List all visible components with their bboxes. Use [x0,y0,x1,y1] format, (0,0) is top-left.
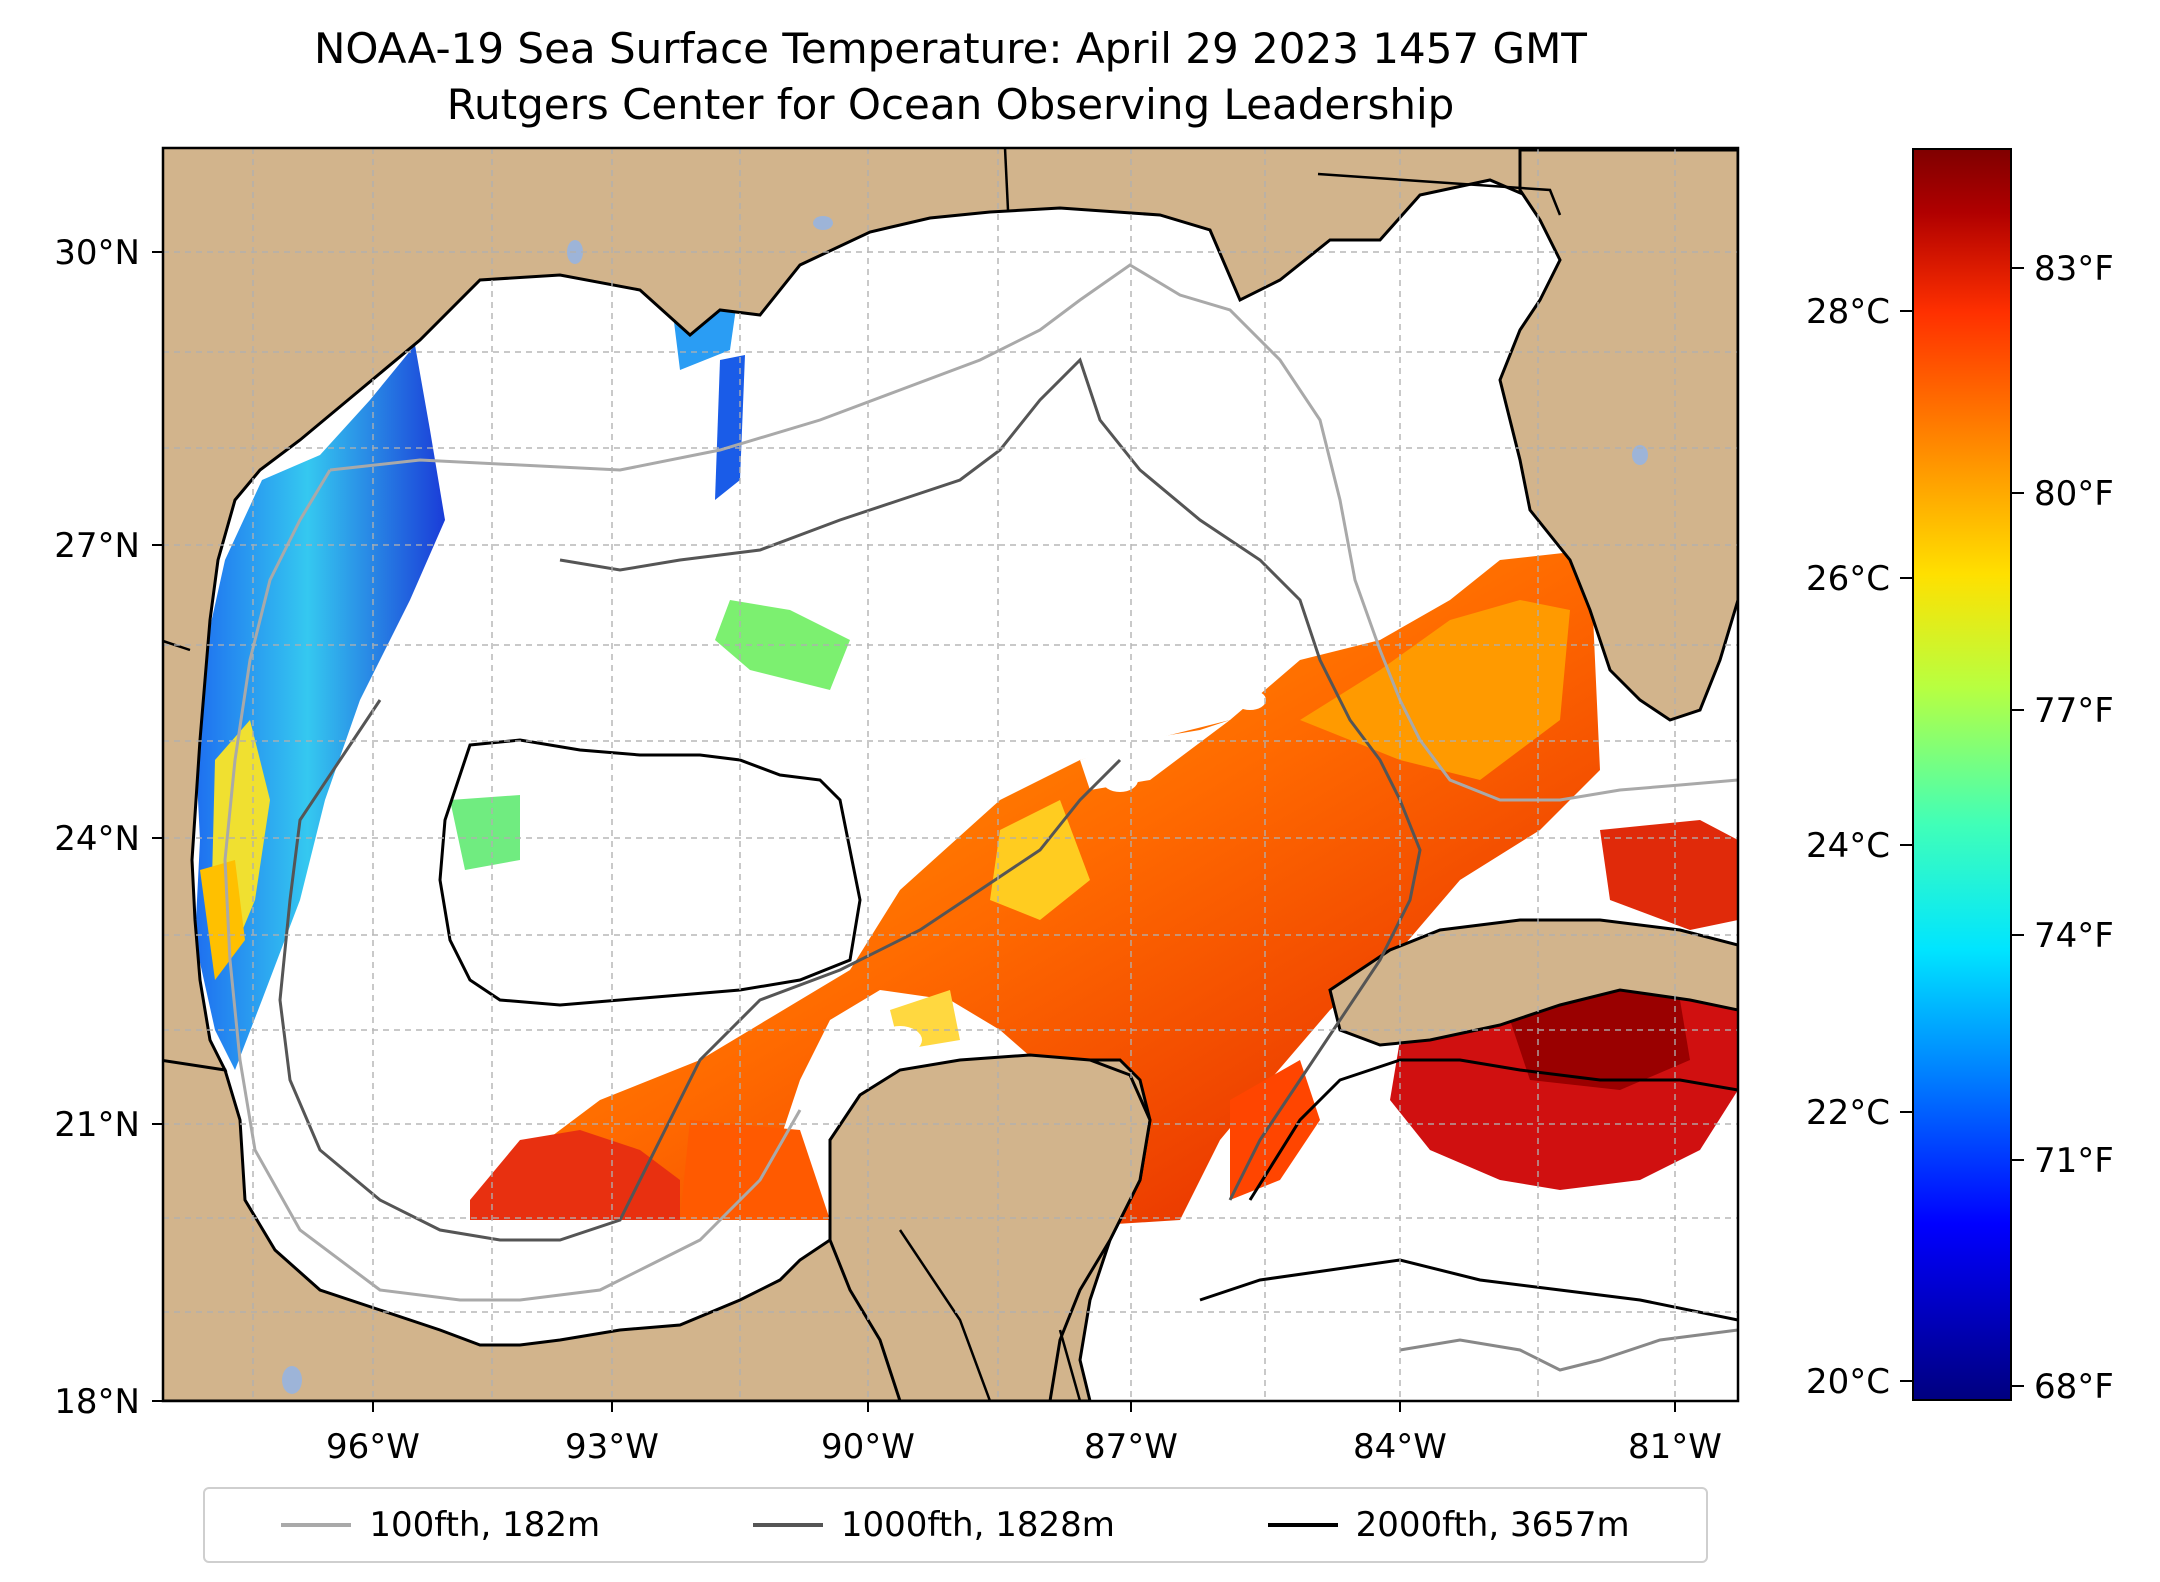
legend-item-100fth: 100fth, 182m [281,1505,600,1545]
colorbar-ticks [1900,267,2024,1387]
lon-label: 90°W [821,1427,915,1467]
contour-1000fth [559,357,1422,1201]
lat-label: 18°N [54,1382,140,1422]
legend-swatch [281,1523,352,1527]
legend-item-1000fth: 1000fth, 1828m [752,1505,1115,1545]
fahrenheit-label: 71°F [2034,1141,2114,1181]
legend-label: 100fth, 182m [369,1505,601,1545]
contour-100fth [329,263,1738,802]
temperature-colorbar [1912,148,2012,1401]
celsius-label: 24°C [1806,826,1890,866]
lat-label: 30°N [54,233,140,273]
frame-ticks [152,251,1676,1412]
lon-axis: 96°W 93°W 90°W 87°W 84°W 81°W [326,1427,1722,1467]
lon-label: 93°W [565,1427,659,1467]
celsius-label: 28°C [1806,292,1890,332]
lon-label: 96°W [326,1427,420,1467]
celsius-label: 26°C [1806,559,1890,599]
legend-label: 1000fth, 1828m [840,1505,1115,1545]
lon-label: 84°W [1353,1427,1447,1467]
lon-label: 87°W [1084,1427,1178,1467]
map-subtitle: Rutgers Center for Ocean Observing Leade… [446,80,1455,129]
contour-2000fth [438,738,862,1007]
lat-axis: 30°N 27°N 24°N 21°N 18°N [54,233,140,1422]
fahrenheit-label: 83°F [2034,249,2114,289]
celsius-label: 22°C [1806,1093,1890,1133]
legend-swatch [752,1523,823,1527]
colorbar-celsius-labels: 28°C 26°C 24°C 22°C 20°C [1806,292,1890,1402]
fahrenheit-label: 68°F [2034,1367,2114,1407]
fahrenheit-label: 80°F [2034,474,2114,514]
colorbar-fahrenheit-labels: 83°F 80°F 77°F 74°F 71°F 68°F [2034,249,2114,1407]
map-title: NOAA-19 Sea Surface Temperature: April 2… [314,24,1587,73]
lat-label: 27°N [54,526,140,566]
lat-label: 21°N [54,1105,140,1145]
fahrenheit-label: 74°F [2034,916,2114,956]
legend-swatch [1267,1523,1338,1527]
depth-legend: 100fth, 182m 1000fth, 1828m 2000fth, 365… [203,1487,1708,1563]
lat-label: 24°N [54,819,140,859]
legend-item-2000fth: 2000fth, 3657m [1267,1505,1630,1545]
graticule [163,148,1738,1401]
celsius-label: 20°C [1806,1362,1890,1402]
legend-label: 2000fth, 3657m [1355,1505,1630,1545]
land [163,148,1738,1401]
lon-label: 81°W [1628,1427,1722,1467]
fahrenheit-label: 77°F [2034,691,2114,731]
map-frame [161,146,1740,1403]
